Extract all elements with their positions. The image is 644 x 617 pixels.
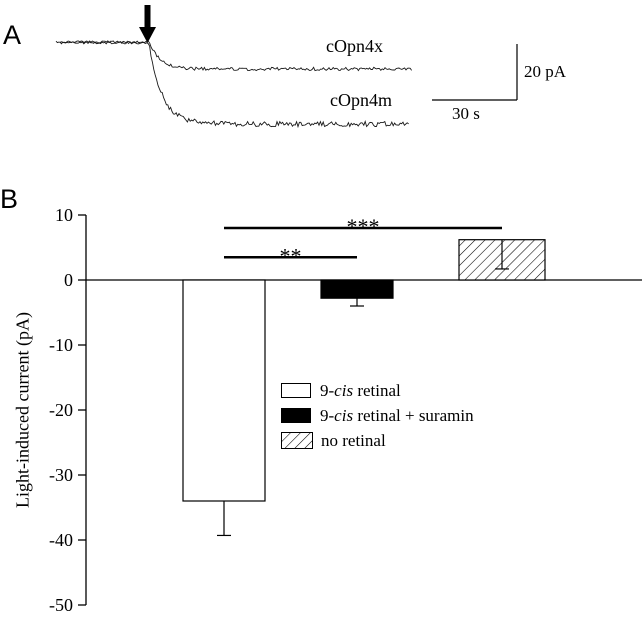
legend-label-part-italic: cis <box>334 380 354 400</box>
bar-1 <box>320 279 394 299</box>
y-tick-label: 10 <box>55 205 73 225</box>
legend-label-part: no retinal <box>321 430 386 450</box>
bar-0 <box>182 279 266 502</box>
legend-item-9cis-retinal: 9-cis retinal <box>281 380 474 401</box>
stimulus-arrow-icon <box>139 5 156 43</box>
scale-bar <box>432 44 518 101</box>
legend-label-part-italic: cis <box>334 405 354 425</box>
trace-label-copn4x: cOpn4x <box>326 36 383 56</box>
legend-label-part: 9- <box>320 405 335 425</box>
panel-a-traces <box>55 5 518 129</box>
y-tick-label: 0 <box>64 270 73 290</box>
legend-swatch-open <box>281 383 311 398</box>
y-tick-label: -40 <box>49 530 73 550</box>
significance-stars: *** <box>347 214 380 239</box>
legend-item-9cis-retinal-suramin: 9-cis retinal + suramin <box>281 405 474 426</box>
legend-swatch-filled <box>281 408 311 423</box>
y-tick-label: -50 <box>49 595 73 615</box>
scale-label-vertical: 20 pA <box>524 62 567 81</box>
legend: 9-cis retinal 9-cis retinal + suramin no… <box>281 380 474 451</box>
y-tick-label: -30 <box>49 465 73 485</box>
legend-label-part: retinal <box>353 380 401 400</box>
y-tick-label: -10 <box>49 335 73 355</box>
panel-b-bar-chart: 100-10-20-30-40-50***** <box>49 205 642 615</box>
legend-label-9cis-retinal: 9-cis retinal <box>320 381 401 401</box>
current-traces <box>55 40 412 129</box>
current-trace <box>59 41 409 129</box>
scale-label-horizontal: 30 s <box>452 104 480 123</box>
panel-b-label: B <box>0 184 19 214</box>
current-trace <box>55 40 412 72</box>
significance-stars: ** <box>280 243 302 268</box>
legend-item-no-retinal: no retinal <box>281 430 474 451</box>
y-tick-label: -20 <box>49 400 73 420</box>
panel-a-label: A <box>3 20 22 50</box>
legend-label-9cis-retinal-suramin: 9-cis retinal + suramin <box>320 406 474 426</box>
trace-label-copn4m: cOpn4m <box>330 90 392 110</box>
legend-label-part: 9- <box>320 380 335 400</box>
legend-swatch-hatched <box>281 432 313 449</box>
legend-label-part: retinal + suramin <box>353 405 474 425</box>
legend-label-no-retinal: no retinal <box>321 431 386 451</box>
